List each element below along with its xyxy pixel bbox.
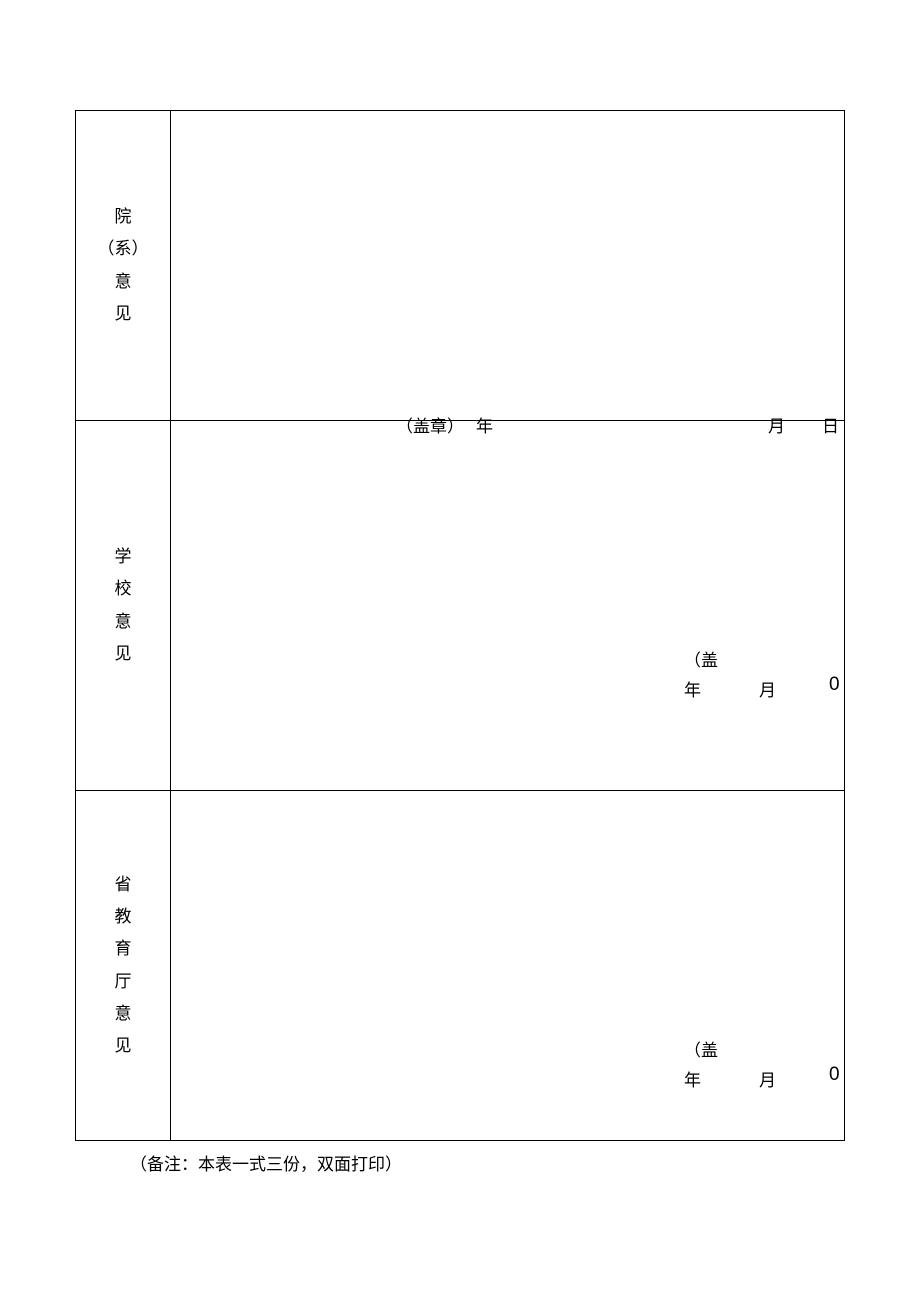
label-line: 校 <box>115 573 132 605</box>
approval-form-table: 院 （系） 意 见 （盖章） 年 月 日 学 校 意 见 <box>75 110 845 1141</box>
year-label: 年 <box>684 676 701 701</box>
label-line: 见 <box>115 298 132 330</box>
label-line: 意 <box>115 606 132 638</box>
label-line: 意 <box>115 998 132 1030</box>
month-label: 月 <box>759 676 776 701</box>
label-line: 意 <box>115 266 132 298</box>
footnote-text: （备注：本表一式三份，双面打印） <box>130 1150 402 1175</box>
content-department: （盖章） 年 月 日 <box>171 111 845 421</box>
row-department-opinion: 院 （系） 意 见 （盖章） 年 月 日 <box>76 111 845 421</box>
stamp-label: （盖 <box>684 1036 718 1061</box>
label-line: 省 <box>115 869 132 901</box>
label-line: 厅 <box>115 966 132 998</box>
zero-mark: 0 <box>829 1064 840 1086</box>
label-school: 学 校 意 见 <box>76 421 171 791</box>
label-line: 院 <box>115 201 132 233</box>
row-provincial-opinion: 省 教 育 厅 意 见 （盖 年 月 0 <box>76 791 845 1141</box>
content-school: （盖 年 月 0 <box>171 421 845 791</box>
label-line: 学 <box>115 541 132 573</box>
label-line: 见 <box>115 1030 132 1062</box>
year-label: 年 <box>684 1066 701 1091</box>
label-line: 教 <box>115 901 132 933</box>
row-school-opinion: 学 校 意 见 （盖 年 月 0 <box>76 421 845 791</box>
label-provincial: 省 教 育 厅 意 见 <box>76 791 171 1141</box>
content-provincial: （盖 年 月 0 <box>171 791 845 1141</box>
label-department: 院 （系） 意 见 <box>76 111 171 421</box>
label-line: 育 <box>115 933 132 965</box>
zero-mark: 0 <box>829 674 840 696</box>
label-line: 见 <box>115 638 132 670</box>
month-label: 月 <box>759 1066 776 1091</box>
label-line: （系） <box>98 233 149 265</box>
stamp-label: （盖 <box>684 646 718 671</box>
